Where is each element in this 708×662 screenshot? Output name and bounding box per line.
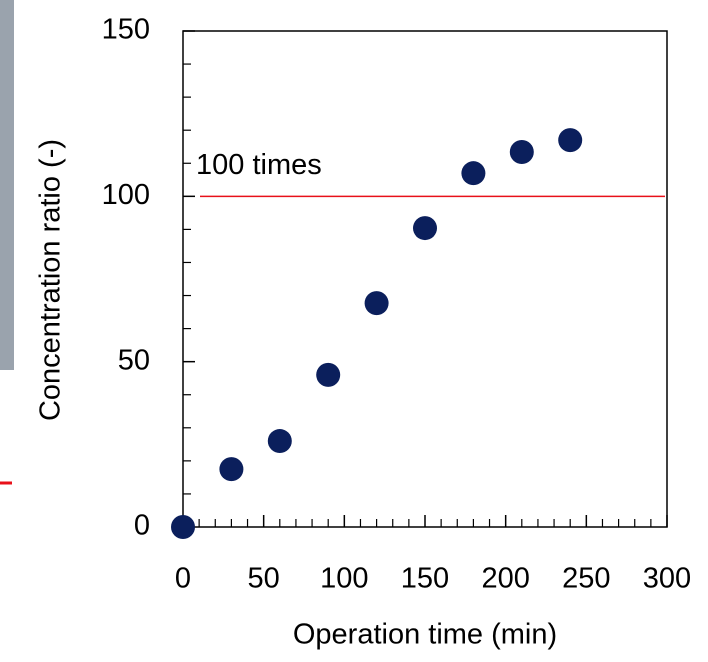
y-tick-label: 0 [134,510,150,542]
point [267,429,292,454]
point [364,291,389,316]
point [461,161,486,186]
x-tick-label: 300 [643,563,691,595]
x-tick-label: 100 [320,563,368,595]
plot-frame [182,30,668,528]
x-tick-label: 250 [562,563,610,595]
point [171,515,195,539]
y-axis-label: Concentration ratio (-) [35,139,67,421]
background-photo-edge [0,0,14,370]
y-tick-label: 50 [118,344,150,376]
x-tick-label: 150 [401,563,449,595]
point [509,140,534,165]
point [219,457,244,482]
reference-label: 100 times [196,149,322,181]
point [558,128,583,153]
y-tick-label: 150 [102,14,150,46]
point [413,216,437,241]
x-tick-label: 50 [248,563,280,595]
x-axis-label: Operation time (min) [293,619,557,651]
x-tick-label: 200 [481,563,529,595]
point [316,362,341,387]
x-tick-label: 0 [175,563,191,595]
y-tick-label: 100 [102,179,150,211]
